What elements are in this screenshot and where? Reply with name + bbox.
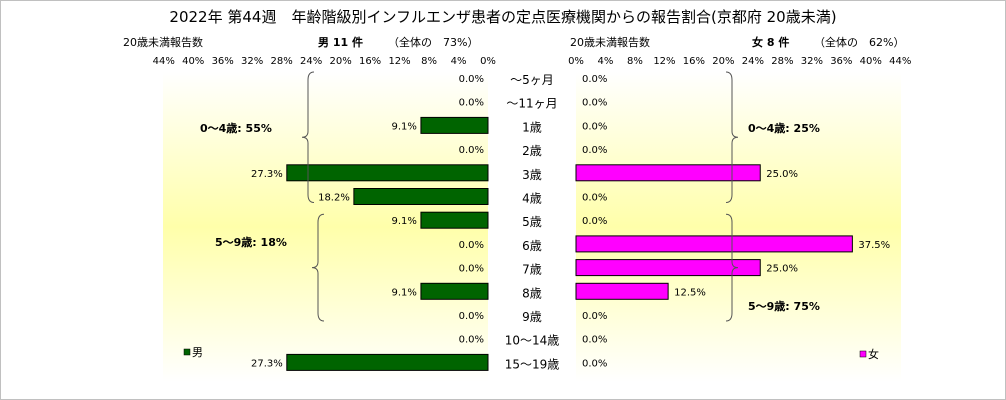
male-axis-tick: 20%	[329, 56, 351, 67]
left-axis-label: 20歳未満報告数	[123, 36, 203, 49]
male-group-label: 5～9歳: 18%	[215, 235, 287, 249]
female-value-label: 0.0%	[582, 74, 607, 85]
female-value-label: 37.5%	[858, 240, 890, 251]
female-value-label: 0.0%	[582, 311, 607, 322]
male-header-note: （全体の 73%）	[388, 35, 478, 49]
female-axis-tick: 36%	[830, 56, 852, 67]
male-bar	[420, 282, 489, 300]
male-header: 男 11 件	[318, 35, 363, 49]
category-label: ～5ヶ月	[510, 73, 554, 87]
male-value-label: 0.0%	[459, 335, 484, 346]
female-bar	[575, 259, 761, 277]
category-label: 6歳	[522, 239, 542, 253]
female-axis-tick: 40%	[860, 56, 882, 67]
male-value-label: 27.3%	[251, 169, 283, 180]
female-axis-tick: 12%	[653, 56, 675, 67]
female-value-label: 0.0%	[582, 358, 607, 369]
male-value-label: 9.1%	[392, 121, 417, 132]
female-value-label: 0.0%	[582, 98, 607, 109]
female-group-label: 0～4歳: 25%	[748, 121, 820, 135]
male-axis-tick: 24%	[300, 56, 322, 67]
female-value-label: 0.0%	[582, 335, 607, 346]
female-bar	[575, 282, 669, 300]
category-label: 10～14歳	[505, 334, 560, 348]
female-group-brace	[725, 213, 739, 322]
male-bar	[353, 188, 489, 205]
female-axis-tick: 0%	[568, 56, 584, 67]
male-axis-tick: 16%	[359, 56, 381, 67]
female-value-label: 0.0%	[582, 121, 607, 132]
male-axis-tick: 36%	[212, 56, 234, 67]
female-header-note: （全体の 62%）	[814, 35, 904, 49]
female-bar	[575, 164, 761, 182]
male-value-label: 0.0%	[459, 98, 484, 109]
category-label: 9歳	[522, 310, 542, 324]
female-axis-tick: 28%	[771, 56, 793, 67]
male-axis-tick: 4%	[451, 56, 467, 67]
female-value-label: 25.0%	[766, 264, 798, 275]
male-value-label: 0.0%	[459, 311, 484, 322]
female-legend-label: 女	[868, 347, 879, 361]
male-axis-tick: 8%	[421, 56, 437, 67]
female-axis-tick: 8%	[627, 56, 643, 67]
male-axis-tick: 12%	[388, 56, 410, 67]
male-group-brace	[311, 213, 325, 322]
chart-title: 2022年 第44週 年齢階級別インフルエンザ患者の定点医療機関からの報告割合(…	[169, 8, 836, 26]
male-axis-tick: 40%	[182, 56, 204, 67]
female-group-brace	[725, 71, 739, 203]
right-axis-label: 20歳未満報告数	[570, 36, 650, 49]
male-axis-tick: 32%	[241, 56, 263, 67]
female-axis-tick: 4%	[598, 56, 614, 67]
female-value-label: 12.5%	[674, 287, 706, 298]
female-axis-tick: 16%	[683, 56, 705, 67]
female-legend-swatch	[859, 350, 867, 358]
female-value-label: 0.0%	[582, 193, 607, 204]
male-value-label: 0.0%	[459, 264, 484, 275]
female-axis-tick: 20%	[712, 56, 734, 67]
female-axis-tick: 24%	[742, 56, 764, 67]
female-value-label: 0.0%	[582, 145, 607, 156]
male-axis-tick: 44%	[153, 56, 175, 67]
female-axis-tick: 44%	[889, 56, 911, 67]
category-label: 2歳	[522, 144, 542, 158]
male-axis-tick: 28%	[271, 56, 293, 67]
male-bar	[420, 116, 489, 134]
male-value-label: 0.0%	[459, 240, 484, 251]
category-label: 4歳	[522, 192, 542, 206]
female-group-label: 5～9歳: 75%	[748, 299, 820, 313]
category-label: 1歳	[522, 120, 542, 134]
male-value-label: 0.0%	[459, 74, 484, 85]
male-value-label: 0.0%	[459, 145, 484, 156]
male-bar	[286, 164, 489, 182]
male-bar	[286, 353, 489, 371]
female-axis-tick: 32%	[801, 56, 823, 67]
category-label: 3歳	[522, 168, 542, 182]
category-label: ～11ヶ月	[506, 97, 557, 111]
female-value-label: 25.0%	[766, 169, 798, 180]
male-value-label: 9.1%	[392, 216, 417, 227]
male-bar	[420, 211, 489, 229]
male-axis-tick: 0%	[480, 56, 496, 67]
category-label: 8歳	[522, 286, 542, 300]
male-group-brace	[301, 71, 315, 203]
category-label: 5歳	[522, 215, 542, 229]
male-value-label: 9.1%	[392, 287, 417, 298]
male-value-label: 27.3%	[251, 358, 283, 369]
male-legend-swatch	[183, 348, 191, 356]
category-label: 15～19歳	[505, 357, 560, 371]
male-legend-label: 男	[192, 346, 203, 359]
female-value-label: 0.0%	[582, 216, 607, 227]
female-header: 女 8 件	[752, 35, 789, 49]
male-group-label: 0～4歳: 55%	[200, 121, 272, 135]
female-plot-area	[576, 72, 901, 382]
female-bar	[575, 235, 853, 253]
category-label: 7歳	[522, 263, 542, 277]
male-value-label: 18.2%	[318, 193, 350, 204]
